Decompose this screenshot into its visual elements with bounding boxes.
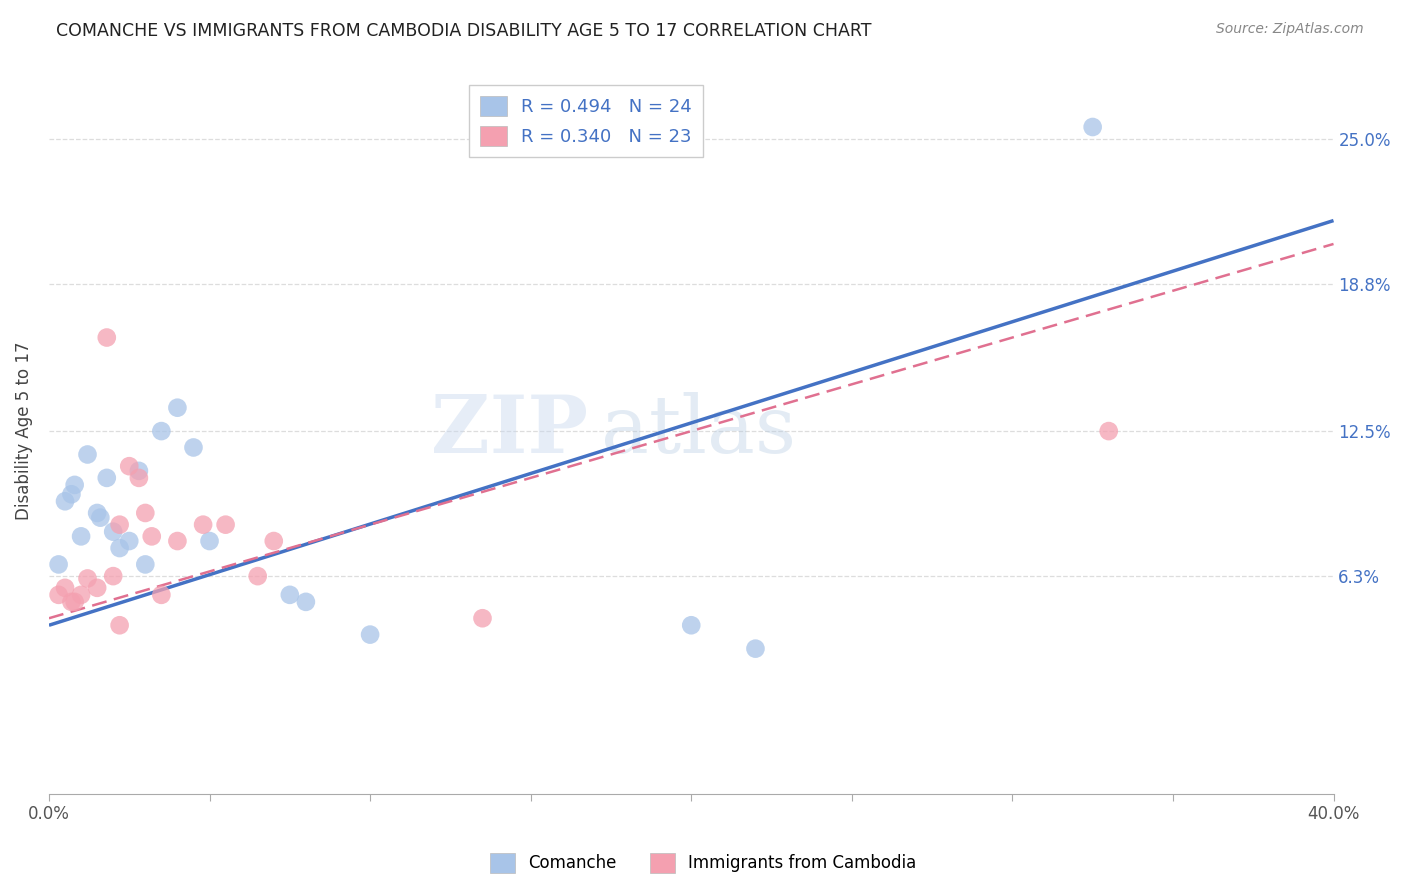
- Point: [471, 611, 494, 625]
- Point: [198, 534, 221, 549]
- Point: [96, 471, 118, 485]
- Point: [60, 595, 83, 609]
- Point: [63, 595, 86, 609]
- Point: [60, 487, 83, 501]
- Point: [744, 641, 766, 656]
- Point: [48, 558, 70, 572]
- Point: [1081, 120, 1104, 134]
- Point: [86, 506, 108, 520]
- Point: [128, 471, 150, 485]
- Point: [89, 510, 111, 524]
- Point: [246, 569, 269, 583]
- Text: Source: ZipAtlas.com: Source: ZipAtlas.com: [1216, 22, 1364, 37]
- Point: [53, 494, 76, 508]
- Point: [134, 506, 156, 520]
- Point: [183, 441, 205, 455]
- Point: [103, 524, 125, 539]
- Point: [214, 517, 236, 532]
- Y-axis label: Disability Age 5 to 17: Disability Age 5 to 17: [15, 342, 32, 520]
- Point: [150, 588, 173, 602]
- Text: atlas: atlas: [602, 392, 796, 470]
- Point: [166, 401, 188, 415]
- Point: [118, 459, 141, 474]
- Point: [128, 464, 150, 478]
- Point: [76, 448, 98, 462]
- Point: [103, 569, 125, 583]
- Point: [263, 534, 285, 549]
- Point: [359, 627, 381, 641]
- Point: [295, 595, 318, 609]
- Point: [108, 517, 131, 532]
- Point: [278, 588, 301, 602]
- Point: [681, 618, 703, 632]
- Point: [48, 588, 70, 602]
- Point: [76, 572, 98, 586]
- Point: [108, 618, 131, 632]
- Point: [1098, 424, 1121, 438]
- Point: [96, 330, 118, 344]
- Point: [53, 581, 76, 595]
- Legend: R = 0.494   N = 24, R = 0.340   N = 23: R = 0.494 N = 24, R = 0.340 N = 23: [470, 85, 703, 157]
- Point: [150, 424, 173, 438]
- Point: [63, 478, 86, 492]
- Point: [70, 588, 93, 602]
- Text: COMANCHE VS IMMIGRANTS FROM CAMBODIA DISABILITY AGE 5 TO 17 CORRELATION CHART: COMANCHE VS IMMIGRANTS FROM CAMBODIA DIS…: [56, 22, 872, 40]
- Text: ZIP: ZIP: [432, 392, 589, 470]
- Point: [118, 534, 141, 549]
- Point: [134, 558, 156, 572]
- Point: [166, 534, 188, 549]
- Point: [108, 541, 131, 555]
- Point: [191, 517, 214, 532]
- Point: [86, 581, 108, 595]
- Point: [141, 529, 163, 543]
- Legend: Comanche, Immigrants from Cambodia: Comanche, Immigrants from Cambodia: [484, 847, 922, 880]
- Point: [70, 529, 93, 543]
